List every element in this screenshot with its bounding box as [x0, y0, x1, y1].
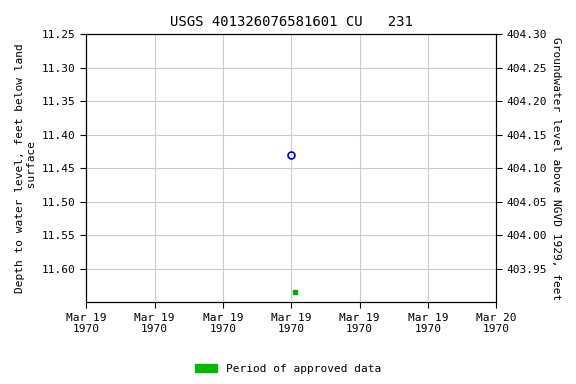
- Legend: Period of approved data: Period of approved data: [191, 359, 385, 379]
- Y-axis label: Depth to water level, feet below land
 surface: Depth to water level, feet below land su…: [15, 43, 37, 293]
- Y-axis label: Groundwater level above NGVD 1929, feet: Groundwater level above NGVD 1929, feet: [551, 37, 561, 300]
- Title: USGS 401326076581601 CU   231: USGS 401326076581601 CU 231: [170, 15, 412, 29]
